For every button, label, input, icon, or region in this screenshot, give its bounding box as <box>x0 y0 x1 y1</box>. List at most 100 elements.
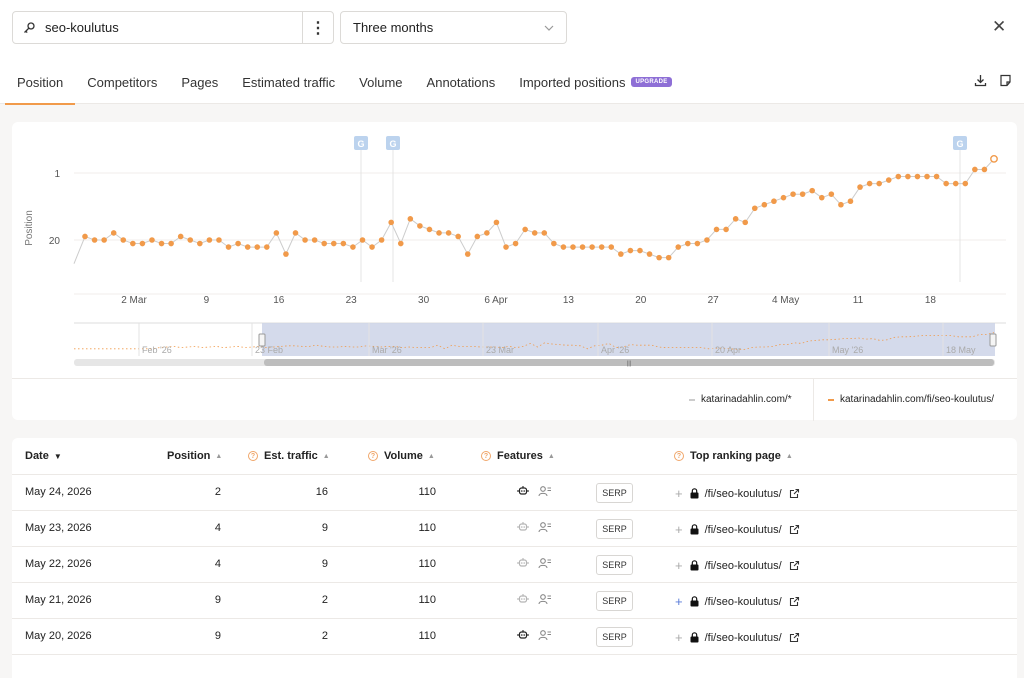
data-point[interactable] <box>876 180 882 187</box>
help-icon[interactable]: ? <box>481 451 491 461</box>
table-row[interactable]: May 21, 2026 9 2 110 SERP + /fi/seo-koulutus/ <box>12 583 1017 619</box>
data-point[interactable] <box>704 237 710 243</box>
data-point[interactable] <box>905 173 911 180</box>
kebab-menu-icon[interactable]: ⋮ <box>302 12 333 43</box>
data-point[interactable] <box>780 194 787 201</box>
data-point[interactable] <box>388 219 394 226</box>
data-point[interactable] <box>283 251 289 257</box>
data-point[interactable] <box>158 240 165 247</box>
data-point[interactable] <box>857 184 863 190</box>
legend-item-page[interactable]: katarinadahlin.com/fi/seo-koulutus/ <box>828 394 994 405</box>
top-page-link[interactable]: /fi/seo-koulutus/ <box>704 595 782 608</box>
data-point[interactable] <box>426 226 433 233</box>
data-point[interactable] <box>761 201 768 208</box>
serp-button[interactable]: SERP <box>596 555 633 575</box>
tab-estimated-traffic[interactable]: Estimated traffic <box>242 74 336 90</box>
data-point[interactable] <box>560 244 567 250</box>
data-point[interactable] <box>981 166 988 173</box>
ai-overview-icon[interactable] <box>517 629 529 644</box>
serp-button[interactable]: SERP <box>596 519 633 539</box>
people-also-ask-icon[interactable] <box>538 629 552 644</box>
ai-overview-icon[interactable] <box>517 557 529 572</box>
data-point[interactable] <box>732 216 739 222</box>
column-header-top-page[interactable]: ? Top ranking page ▲ <box>674 450 793 462</box>
data-point[interactable] <box>82 233 88 240</box>
tab-pages[interactable]: Pages <box>181 74 219 90</box>
data-point[interactable] <box>187 237 194 243</box>
navigator-handle-right[interactable] <box>989 333 997 347</box>
data-point[interactable] <box>771 198 777 205</box>
data-point[interactable] <box>799 191 806 197</box>
serp-button[interactable]: SERP <box>596 627 633 647</box>
column-header-volume[interactable]: ? Volume ▲ <box>368 450 435 462</box>
data-point[interactable] <box>924 173 930 180</box>
data-point[interactable] <box>838 201 844 208</box>
data-point[interactable] <box>292 230 299 236</box>
data-point[interactable] <box>790 191 796 197</box>
tab-competitors[interactable]: Competitors <box>87 74 158 90</box>
data-point[interactable] <box>168 240 174 247</box>
external-link-icon[interactable] <box>789 560 800 571</box>
data-point[interactable] <box>120 237 127 243</box>
data-point[interactable] <box>570 244 576 250</box>
data-point[interactable] <box>608 244 615 250</box>
data-point[interactable] <box>531 230 538 236</box>
external-link-icon[interactable] <box>789 524 800 535</box>
data-point[interactable] <box>493 219 500 226</box>
external-link-icon[interactable] <box>789 632 800 643</box>
tab-volume[interactable]: Volume <box>359 74 403 90</box>
data-point[interactable] <box>177 233 184 240</box>
data-point[interactable] <box>273 230 280 236</box>
data-point[interactable] <box>618 251 624 257</box>
data-point[interactable] <box>723 226 729 233</box>
top-page-link[interactable]: /fi/seo-koulutus/ <box>704 559 782 572</box>
data-point[interactable] <box>952 180 959 187</box>
data-point[interactable] <box>445 230 452 236</box>
data-point[interactable] <box>206 237 213 243</box>
navigator-handle-left[interactable] <box>258 333 266 347</box>
data-point[interactable] <box>91 237 98 243</box>
keyword-selector[interactable]: seo-koulutus ⋮ <box>12 11 334 44</box>
table-row[interactable]: May 23, 2026 4 9 110 SERP + /fi/seo-koulutus/ <box>12 511 1017 547</box>
data-point[interactable] <box>579 244 586 250</box>
data-point[interactable] <box>694 240 701 247</box>
data-point[interactable] <box>512 240 519 247</box>
data-point[interactable] <box>350 244 356 250</box>
google-update-marker[interactable]: G <box>953 136 967 150</box>
data-point[interactable] <box>665 254 672 261</box>
serp-button[interactable]: SERP <box>596 591 633 611</box>
data-point[interactable] <box>828 191 835 197</box>
data-point[interactable] <box>685 240 691 247</box>
data-point[interactable] <box>130 240 136 247</box>
scrollbar-thumb[interactable] <box>264 359 994 366</box>
ai-overview-icon[interactable] <box>517 593 529 608</box>
data-point[interactable] <box>847 198 854 205</box>
data-point[interactable] <box>302 237 308 243</box>
data-point[interactable] <box>742 219 749 226</box>
data-point[interactable] <box>962 180 969 187</box>
data-point[interactable] <box>675 244 682 250</box>
tab-annotations[interactable]: Annotations <box>426 74 496 90</box>
data-point[interactable] <box>149 237 155 243</box>
data-point[interactable] <box>407 216 414 222</box>
data-point[interactable] <box>933 173 940 180</box>
people-also-ask-icon[interactable] <box>538 521 552 536</box>
data-point[interactable] <box>895 173 902 180</box>
data-point[interactable] <box>216 237 222 243</box>
expand-plus-icon[interactable]: + <box>675 558 683 573</box>
column-header-features[interactable]: ? Features ▲ <box>481 450 555 462</box>
data-point[interactable] <box>359 237 366 243</box>
people-also-ask-icon[interactable] <box>538 593 552 608</box>
data-point[interactable] <box>397 240 404 247</box>
data-point[interactable] <box>474 233 481 240</box>
legend-item-domain[interactable]: katarinadahlin.com/* <box>689 394 792 405</box>
expand-plus-icon[interactable]: + <box>675 594 683 609</box>
tab-imported-positions[interactable]: Imported positions UPGRADE <box>507 60 683 104</box>
close-icon[interactable]: ✕ <box>992 17 1007 36</box>
google-update-marker[interactable]: G <box>386 136 400 150</box>
table-row[interactable]: May 24, 2026 2 16 110 SERP + /fi/seo-koulutus/ <box>12 475 1017 511</box>
data-point[interactable] <box>311 237 318 243</box>
data-point-current[interactable] <box>990 154 998 163</box>
data-point[interactable] <box>503 244 509 250</box>
data-point[interactable] <box>235 240 241 247</box>
